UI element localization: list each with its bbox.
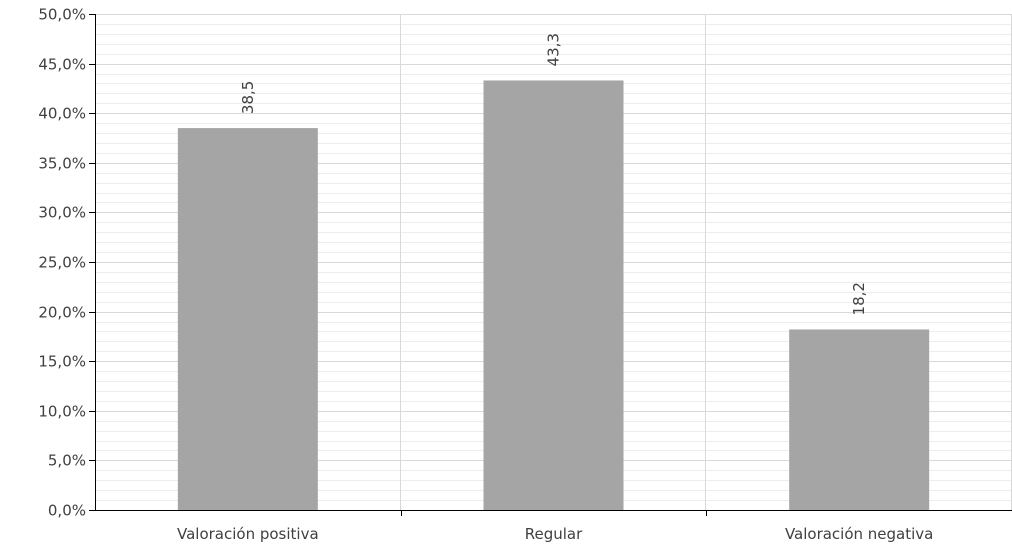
data-labels: 38,5 43,3 18,2 [239,33,868,315]
y-tick-label: 0,0% [48,502,86,520]
y-tick-label: 20,0% [38,304,86,322]
y-tick-label: 15,0% [38,353,86,371]
y-tick-label: 10,0% [38,403,86,421]
data-label: 38,5 [239,81,257,114]
bar [483,80,624,511]
bars [177,80,930,511]
x-tick-label: Valoración negativa [785,525,933,543]
y-tick-label: 5,0% [48,452,86,470]
x-tick-label: Regular [525,525,583,543]
x-axis-labels: Valoración positiva Regular Valoración neg… [177,525,933,543]
y-tick-label: 40,0% [38,105,86,123]
axes [95,14,1012,516]
y-tick-label: 50,0% [38,6,86,24]
y-tick-label: 30,0% [38,204,86,222]
y-tick-label: 45,0% [38,56,86,74]
y-tick-label: 35,0% [38,155,86,173]
x-tick-label: Valoración positiva [177,525,319,543]
bar [789,329,930,510]
data-label: 43,3 [545,33,563,66]
y-tick-label: 25,0% [38,254,86,272]
bar [177,128,318,510]
data-label: 18,2 [850,282,868,315]
y-axis-ticks: 0,0% 5,0% 10,0% 15,0% 20,0% 25,0% 30,0% 35,0% 40… [38,6,95,520]
